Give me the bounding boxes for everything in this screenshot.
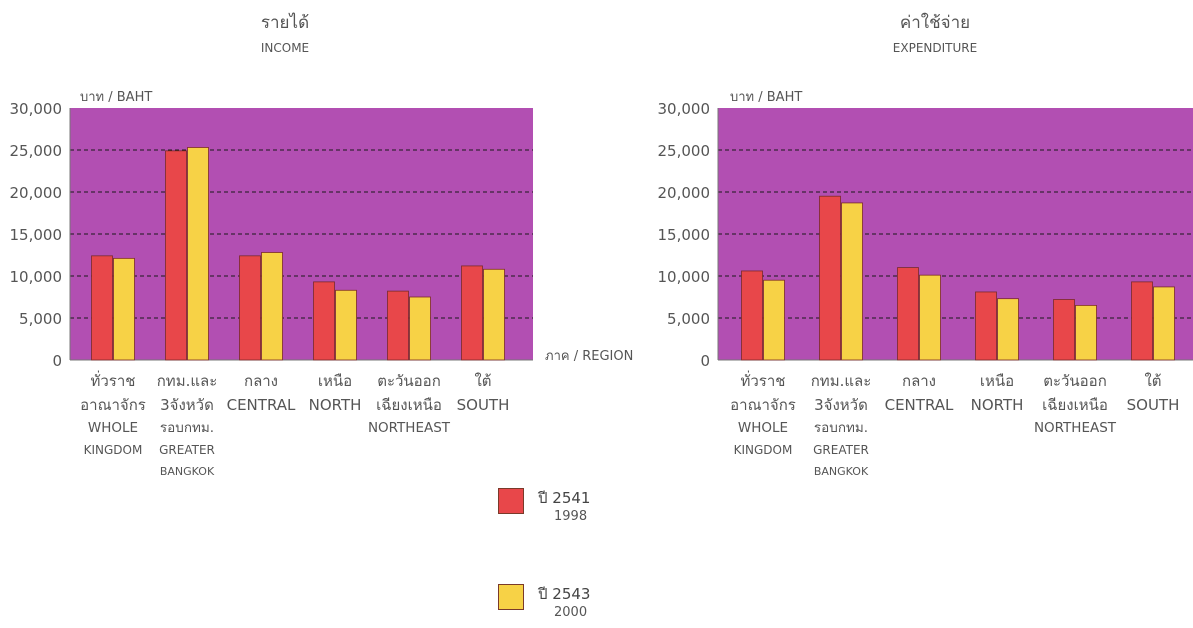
- chart2-x-tick-label: NORTHEAST: [1034, 420, 1117, 436]
- legend-label-en-2000: 2000: [554, 605, 588, 621]
- chart1-y-tick-label: 30,000: [10, 100, 63, 118]
- chart2-x-tick-label: กทม.และ: [811, 372, 872, 390]
- chart1-bar-2000: [113, 257, 135, 361]
- chart2-bar-2000: [763, 279, 785, 361]
- chart2-y-tick-label: 10,000: [658, 268, 711, 286]
- chart1-bar-1998: [461, 265, 483, 361]
- chart1-title: รายได้: [261, 12, 309, 33]
- chart1-x-tick-label: NORTHEAST: [368, 420, 451, 436]
- chart2-bar-1998: [1053, 299, 1075, 361]
- chart1-bar-1998: [313, 281, 335, 361]
- chart1-y-tick-label: 25,000: [10, 142, 63, 160]
- chart2-x-tick-label: รอบกทม.: [814, 420, 868, 436]
- chart2-bar-1998: [897, 267, 919, 361]
- chart1-x-tick-label: ทั่วราช: [91, 370, 136, 390]
- chart1-y-tick-label: 0: [52, 352, 62, 370]
- chart1-x-tick-label: กลาง: [244, 372, 278, 390]
- chart2-x-tick-label: SOUTH: [1127, 396, 1180, 414]
- chart1-subtitle: INCOME: [261, 41, 309, 55]
- chart1-x-tick-label: เฉียงเหนือ: [376, 396, 442, 414]
- chart1-y-tick-label: 15,000: [10, 226, 63, 244]
- chart1-x-tick-label: ตะวันออก: [377, 372, 441, 390]
- chart1-bar-2000: [187, 147, 209, 361]
- chart1-bar-1998: [165, 150, 187, 361]
- chart1-x-tick-label: กทม.และ: [157, 372, 218, 390]
- chart2-x-tick-label: ตะวันออก: [1043, 372, 1107, 390]
- legend-item-1998: ปี 2541 1998: [498, 488, 590, 526]
- chart2-x-tick-label: KINGDOM: [734, 443, 793, 457]
- chart2-y-tick-label: 5,000: [667, 310, 710, 328]
- chart2-x-tick-label: ใต้: [1144, 372, 1161, 390]
- chart2-x-tick-label: ทั่วราช: [741, 370, 786, 390]
- chart2-x-tick-label: กลาง: [902, 372, 936, 390]
- chart2-y-tick-label: 15,000: [658, 226, 711, 244]
- chart1-x-tick-label: รอบกทม.: [160, 420, 214, 436]
- chart1-x-tick-label: อาณาจักร: [80, 396, 146, 414]
- chart1-x-tick-label: SOUTH: [457, 396, 510, 414]
- chart2-x-tick-label: เหนือ: [980, 372, 1014, 390]
- chart1-x-tick-label: WHOLE: [88, 420, 138, 436]
- chart1-bar-2000: [409, 296, 431, 361]
- chart1-x-axis-label: ภาค / REGION: [545, 349, 633, 364]
- chart1-bar-2000: [483, 268, 505, 361]
- chart1-x-tick-label: BANGKOK: [160, 465, 215, 478]
- chart2-bar-1998: [1131, 281, 1153, 361]
- legend-item-2000: ปี 2543 2000: [498, 584, 590, 622]
- chart1-bar-1998: [91, 255, 113, 361]
- chart2-y-tick-label: 30,000: [658, 100, 711, 118]
- chart2-x-tick-label: เฉียงเหนือ: [1042, 396, 1108, 414]
- legend-swatch-2000: [498, 584, 524, 610]
- chart2-y-tick-label: 0: [700, 352, 710, 370]
- chart1-bar-1998: [239, 255, 261, 361]
- chart2-x-tick-label: อาณาจักร: [730, 396, 796, 414]
- chart2-bar-2000: [1153, 286, 1175, 361]
- chart2-bar-2000: [841, 202, 863, 361]
- legend-swatch-1998: [498, 488, 524, 514]
- chart2-x-tick-label: NORTH: [971, 396, 1024, 414]
- chart1-x-tick-label: KINGDOM: [84, 443, 143, 457]
- chart2-bar-2000: [997, 298, 1019, 361]
- chart2-bar-1998: [819, 195, 841, 361]
- chart1-x-tick-label: NORTH: [309, 396, 362, 414]
- legend-label-en-1998: 1998: [554, 509, 588, 525]
- legend-label-th-2000: ปี 2543: [538, 585, 591, 603]
- chart2-x-tick-label: WHOLE: [738, 420, 788, 436]
- chart2-x-tick-label: GREATER: [813, 443, 869, 457]
- chart1-x-tick-label: GREATER: [159, 443, 215, 457]
- chart1-bar-1998: [387, 290, 409, 361]
- chart1-y-tick-label: 10,000: [10, 268, 63, 286]
- chart1-x-tick-label: เหนือ: [318, 372, 352, 390]
- chart1-x-tick-label: ใต้: [474, 372, 491, 390]
- chart1-y-tick-label: 20,000: [10, 184, 63, 202]
- chart2-bar-1998: [741, 270, 763, 361]
- chart2-y-tick-label: 25,000: [658, 142, 711, 160]
- chart2-bar-2000: [919, 274, 941, 361]
- chart1-y-axis-label: บาท / BAHT: [80, 90, 152, 105]
- chart2-x-tick-label: BANGKOK: [814, 465, 869, 478]
- chart2-x-tick-label: CENTRAL: [885, 396, 954, 414]
- chart1-bar-2000: [261, 252, 283, 361]
- chart1-x-tick-label: 3จังหวัด: [160, 396, 214, 414]
- chart2-bar-2000: [1075, 304, 1097, 361]
- chart1-bar-2000: [335, 289, 357, 361]
- chart2-y-tick-label: 20,000: [658, 184, 711, 202]
- chart1-x-tick-label: CENTRAL: [227, 396, 296, 414]
- chart2-y-axis-label: บาท / BAHT: [730, 90, 802, 105]
- chart2-bar-1998: [975, 291, 997, 361]
- legend-label-th-1998: ปี 2541: [538, 489, 591, 507]
- chart1-y-tick-label: 5,000: [19, 310, 62, 328]
- chart2-x-tick-label: 3จังหวัด: [814, 396, 868, 414]
- chart2-title: ค่าใช้จ่าย: [900, 12, 970, 33]
- chart2-subtitle: EXPENDITURE: [893, 41, 977, 55]
